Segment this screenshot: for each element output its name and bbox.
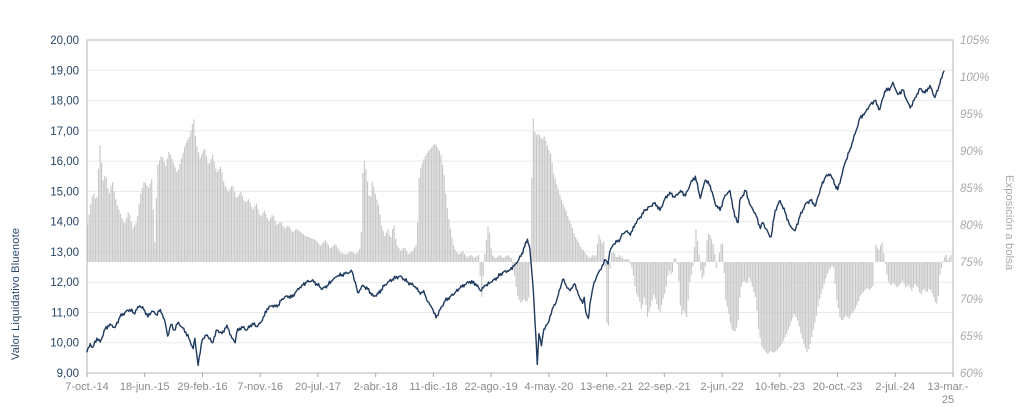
x-axis-tick-label: 22-sep.-21 — [638, 381, 691, 393]
x-axis-tick-label: 18-jun.-15 — [120, 381, 170, 393]
left-axis-tick-label: 11,00 — [51, 308, 79, 320]
left-axis-tick-label: 19,00 — [50, 65, 79, 77]
left-axis-tick-label: 10,00 — [50, 338, 79, 350]
left-axis-tick-label: 20,00 — [50, 35, 79, 47]
x-axis-tick-label: 22-ago.-19 — [464, 381, 517, 393]
x-axis-tick-label: 25 — [942, 394, 954, 406]
right-axis-tick-label: 85% — [960, 183, 983, 195]
left-axis-tick-label: 9,00 — [57, 368, 79, 380]
left-axis-tick-label: 12,00 — [50, 277, 79, 289]
right-axis-tick-label: 75% — [960, 257, 983, 269]
x-axis-tick-label: 11-dic.-18 — [409, 381, 457, 393]
right-axis-title: Exposición a bolsa — [1003, 175, 1015, 271]
left-axis-tick-label: 14,00 — [50, 217, 79, 229]
x-axis-tick-label: 13-mar.- — [928, 381, 969, 393]
left-axis-tick-label: 16,00 — [50, 156, 79, 168]
plot-border — [86, 39, 954, 374]
right-axis-tick-label: 95% — [960, 109, 983, 121]
x-axis-tick-label: 29-feb.-16 — [177, 381, 227, 393]
x-axis-tick-label: 4-may.-20 — [525, 381, 574, 393]
x-axis-tick-label: 7-nov.-16 — [237, 381, 283, 393]
x-axis-tick-label: 2-jul.-24 — [875, 381, 915, 393]
right-axis-tick-label: 100% — [960, 72, 989, 84]
right-axis-tick-label: 90% — [960, 146, 983, 158]
right-axis-tick-label: 65% — [960, 331, 983, 343]
left-axis-tick-label: 18,00 — [50, 96, 79, 108]
x-axis-tick-label: 10-feb.-23 — [755, 381, 805, 393]
x-axis-tick-label: 20-jul.-17 — [295, 381, 341, 393]
nav-line — [86, 70, 945, 367]
right-axis-tick-label: 80% — [960, 220, 983, 232]
left-axis-tick-label: 17,00 — [50, 126, 79, 138]
left-axis-tick-label: 15,00 — [50, 186, 79, 198]
x-axis-tick-label: 7-oct.-14 — [65, 381, 108, 393]
x-axis-tick-label: 2-abr.-18 — [354, 381, 398, 393]
right-axis-tick-label: 70% — [960, 294, 983, 306]
right-axis-tick-label: 105% — [960, 35, 989, 47]
exposure-bars — [87, 118, 952, 355]
x-axis-tick-label: 2-jun.-22 — [700, 381, 743, 393]
x-axis-ticks — [86, 373, 954, 377]
x-axis-tick-label: 20-oct.-23 — [813, 381, 863, 393]
x-axis-tick-label: 13-ene.-21 — [580, 381, 633, 393]
left-axis-tick-label: 13,00 — [50, 247, 79, 259]
right-axis-tick-label: 60% — [960, 368, 983, 380]
